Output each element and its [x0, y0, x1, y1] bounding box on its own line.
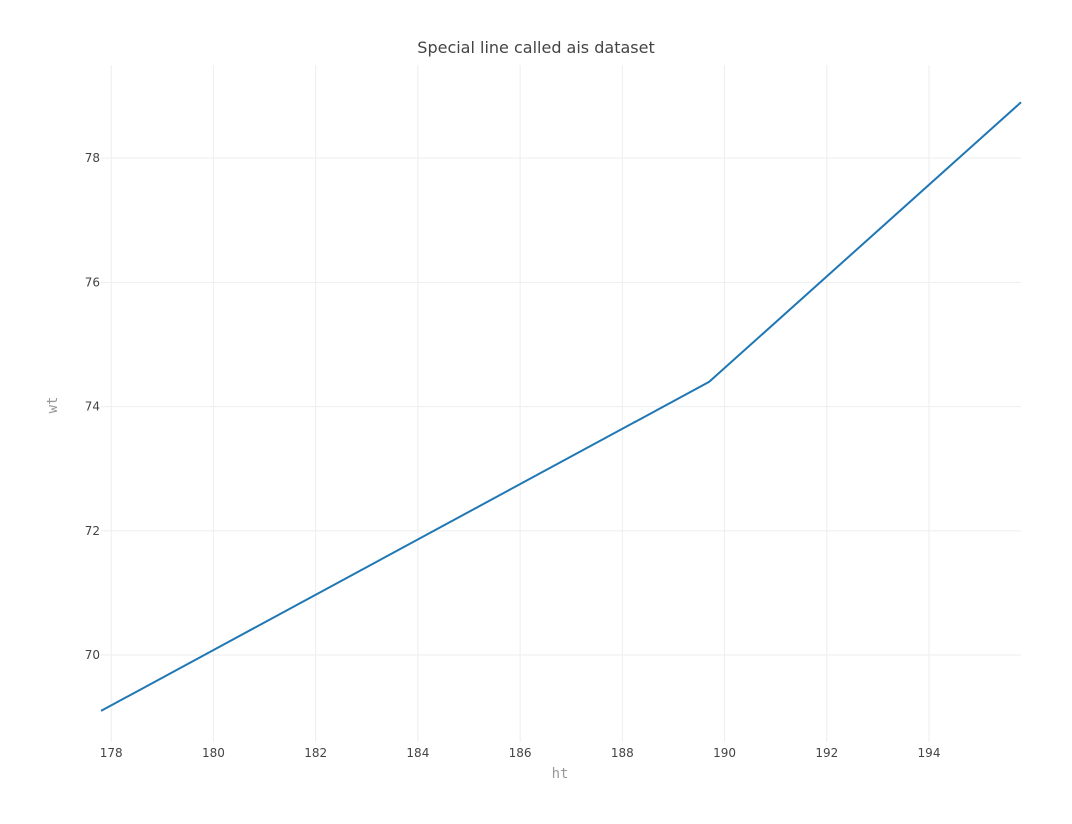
y-tick-label: 72: [85, 524, 100, 538]
x-tick-label: 194: [918, 746, 941, 760]
x-tick-label: 190: [713, 746, 736, 760]
y-tick-label: 70: [85, 648, 100, 662]
y-tick-label: 76: [85, 275, 100, 289]
y-gridlines: [101, 157, 1021, 656]
x-tick-label: 186: [509, 746, 532, 760]
chart-title: Special line called ais dataset: [417, 38, 654, 57]
x-tick-label: 184: [406, 746, 429, 760]
x-tick-label: 180: [202, 746, 225, 760]
y-tick-label: 78: [85, 151, 100, 165]
y-tick-label: 74: [85, 400, 100, 414]
series-group: [100, 101, 1022, 712]
x-tick-labels: 178 180 182 184 186 188 190 192 194: [100, 746, 941, 760]
series-line: [100, 101, 1022, 712]
x-tick-label: 192: [815, 746, 838, 760]
y-axis-label: wt: [45, 397, 61, 414]
x-axis-label: ht: [552, 766, 569, 782]
x-gridlines: [110, 65, 930, 742]
y-tick-labels: 70 72 74 76 78: [85, 151, 100, 662]
x-tick-label: 182: [304, 746, 327, 760]
x-tick-label: 188: [611, 746, 634, 760]
x-tick-label: 178: [100, 746, 123, 760]
